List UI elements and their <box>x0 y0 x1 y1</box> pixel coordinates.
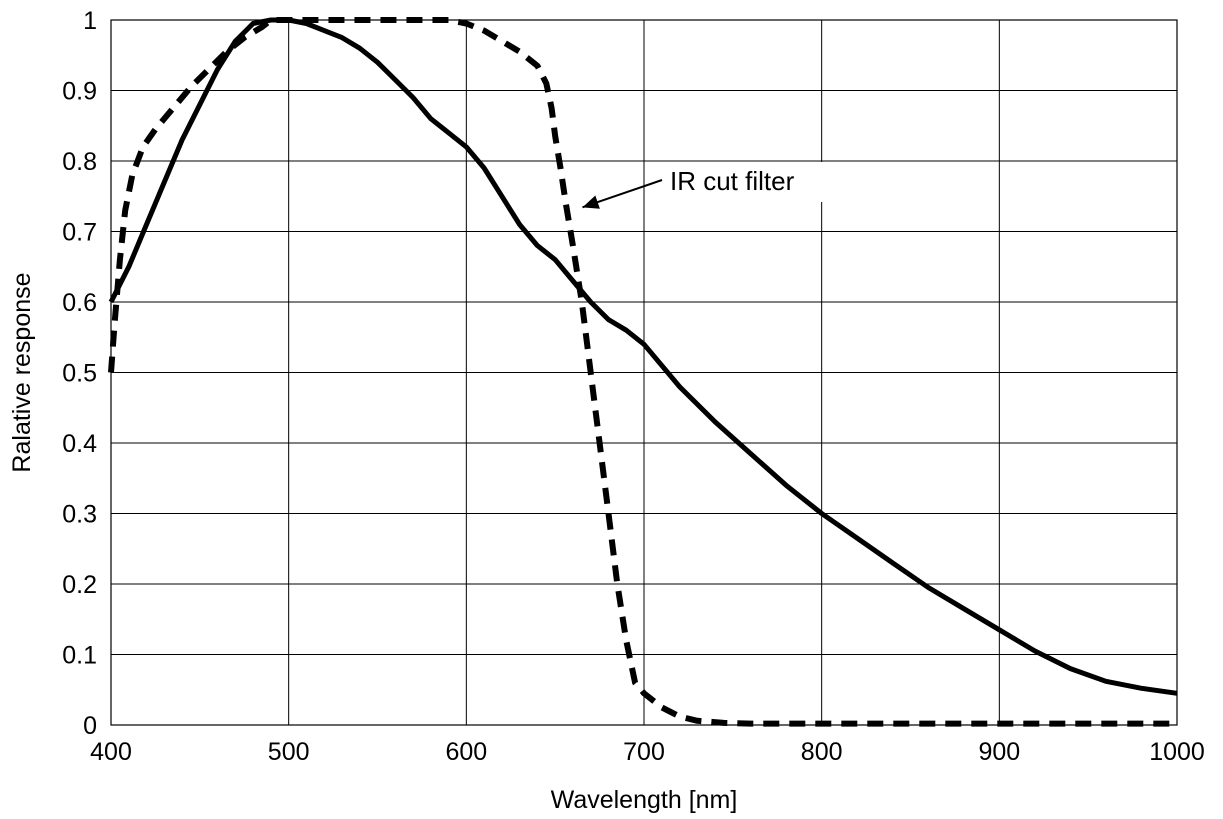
x-tick-label: 700 <box>623 738 665 766</box>
y-tick-label: 0.9 <box>62 78 97 106</box>
x-axis-title: Wavelength [nm] <box>551 786 738 814</box>
x-tick-label: 800 <box>801 738 843 766</box>
x-tick-label: 400 <box>90 738 132 766</box>
y-tick-label: 0 <box>83 712 97 740</box>
x-tick-label: 600 <box>445 738 487 766</box>
annotation: IR cut filter <box>582 162 827 209</box>
y-tick-label: 0.5 <box>62 360 97 388</box>
y-tick-label: 0.4 <box>62 430 97 458</box>
x-tick-label: 900 <box>978 738 1020 766</box>
y-tick-label: 1 <box>83 7 97 35</box>
annotation-background <box>662 162 827 202</box>
annotation-arrowhead <box>582 195 600 209</box>
series-layer <box>108 17 1178 727</box>
y-axis-title: Ralative response <box>8 272 36 472</box>
y-tick-label: 0.7 <box>62 219 97 247</box>
x-tick-label: 500 <box>268 738 310 766</box>
y-tick-label: 0.1 <box>62 642 97 670</box>
grid <box>110 19 1178 726</box>
x-tick-label: 1000 <box>1149 738 1205 766</box>
series-line-dashed <box>108 17 1177 727</box>
annotation-label: IR cut filter <box>670 166 795 196</box>
y-tick-label: 0.2 <box>62 571 97 599</box>
y-tick-label: 0.3 <box>62 501 97 529</box>
tick-labels: 400 500 600 700 800 900 1000 0 0.1 0.2 0.3 0.4 0.5 0.… <box>62 7 1205 766</box>
y-tick-label: 0.6 <box>62 289 97 317</box>
y-tick-label: 0.8 <box>62 148 97 176</box>
series-line-solid <box>108 17 1178 696</box>
